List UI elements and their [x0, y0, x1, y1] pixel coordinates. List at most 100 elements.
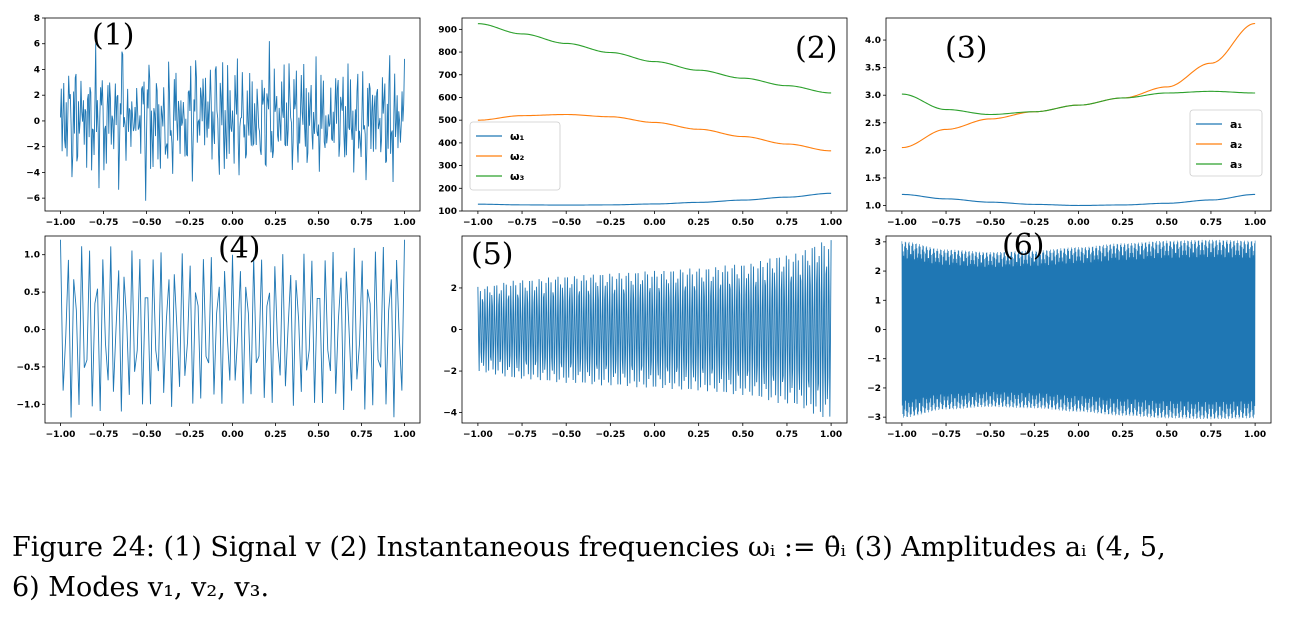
x-tick-label: −0.25	[595, 218, 625, 228]
panel-label: (1)	[92, 18, 135, 53]
panel-label: (4)	[218, 231, 261, 266]
series-line-3	[901, 90, 1256, 116]
x-tick-label: 0.75	[350, 430, 372, 440]
y-tick-label: 3.0	[865, 91, 881, 101]
y-tick-label: 0	[34, 117, 40, 127]
legend-box	[1189, 109, 1263, 177]
y-tick-label: 900	[438, 25, 457, 35]
x-tick-label: −0.25	[175, 430, 205, 440]
panel-label: (6)	[1002, 228, 1045, 263]
x-tick-label: 0.50	[732, 430, 754, 440]
y-tick-label: 2	[34, 91, 40, 101]
x-tick-label: −0.25	[595, 430, 625, 440]
x-tick-label: 0.25	[1112, 430, 1134, 440]
x-tick-label: 1.00	[1244, 218, 1266, 228]
y-tick-label: 400	[438, 139, 457, 149]
y-tick-label: −2	[867, 384, 881, 394]
panel-label: (5)	[471, 237, 514, 272]
x-tick-label: −0.50	[551, 430, 581, 440]
panel-label: (3)	[945, 31, 988, 66]
x-tick-label: 0.00	[221, 218, 243, 228]
x-tick-label: −1.00	[463, 218, 493, 228]
series-line-1	[901, 193, 1256, 207]
y-tick-label: 300	[438, 162, 457, 172]
y-tick-label: 2	[451, 284, 457, 294]
signal-line	[901, 239, 1256, 420]
x-tick-label: 0.25	[264, 218, 286, 228]
x-tick-label: 0.00	[1067, 430, 1089, 440]
y-tick-label: 2.0	[865, 146, 881, 156]
x-tick-label: −1.00	[887, 430, 917, 440]
signal-line	[60, 239, 405, 418]
y-tick-label: 2	[875, 267, 881, 277]
x-tick-label: 1.00	[820, 430, 842, 440]
x-tick-label: −0.50	[975, 218, 1005, 228]
legend-label: a₂	[1230, 138, 1242, 151]
x-tick-label: 1.00	[393, 218, 415, 228]
x-tick-label: 0.75	[776, 430, 798, 440]
panel-label: (2)	[795, 31, 838, 66]
x-tick-label: −0.25	[175, 218, 205, 228]
y-tick-label: 1	[875, 296, 881, 306]
y-tick-label: 4.0	[865, 36, 881, 46]
legend: ω₁ ω₂ ω₃	[469, 121, 561, 191]
y-tick-label: −0.5	[17, 363, 40, 373]
x-tick-label: −0.50	[551, 218, 581, 228]
legend: a₁ a₂ a₃	[1189, 109, 1263, 177]
y-tick-label: 0.0	[24, 326, 40, 336]
x-tick-label: 1.00	[1244, 430, 1266, 440]
plot-area-3	[901, 22, 1256, 207]
x-tick-label: 0.50	[307, 218, 329, 228]
subplot-3: −1.00 −0.75 −0.50 −0.25 0.00 0.25 0.50 0.75 1.00…	[865, 17, 1272, 228]
y-tick-label: 3.5	[865, 64, 881, 74]
x-tick-label: 0.00	[221, 430, 243, 440]
y-tick-label: −2	[26, 143, 40, 153]
plot-area-6	[901, 239, 1256, 420]
x-tick-label: 0.00	[643, 430, 665, 440]
y-tick-label: 6	[34, 40, 40, 50]
x-tick-label: 0.25	[264, 430, 286, 440]
subplot-4: −1.00 −0.75 −0.50 −0.25 0.00 0.25 0.50 0.75 1.00…	[17, 231, 421, 440]
x-tick-label: 0.25	[688, 218, 710, 228]
figure-24: −1.00 −0.75 −0.50 −0.25 0.00 0.25 0.50 0.75 1.00…	[17, 14, 1272, 440]
y-tick-label: 0	[875, 326, 881, 336]
series-line-3	[477, 23, 832, 94]
y-tick-label: −4	[26, 168, 40, 178]
x-tick-label: 0.25	[1112, 218, 1134, 228]
y-tick-label: −4	[443, 409, 457, 419]
x-tick-label: 0.75	[1200, 218, 1222, 228]
y-tick-label: 3	[875, 238, 881, 248]
y-tick-label: 1.5	[865, 174, 881, 184]
subplot-1: −1.00 −0.75 −0.50 −0.25 0.00 0.25 0.50 0.75 1.00…	[26, 14, 421, 228]
y-tick-label: 8	[34, 14, 40, 24]
x-tick-label: 0.25	[688, 430, 710, 440]
x-tick-label: −0.75	[931, 218, 961, 228]
y-tick-label: 1.0	[865, 201, 881, 211]
x-tick-label: 0.50	[307, 430, 329, 440]
legend-label: ω₁	[510, 130, 525, 143]
x-tick-label: 0.50	[1156, 218, 1178, 228]
subplot-6: −1.00 −0.75 −0.50 −0.25 0.00 0.25 0.50 0.75 1.00…	[867, 228, 1272, 440]
x-tick-label: −1.00	[46, 218, 76, 228]
x-tick-label: 0.75	[776, 218, 798, 228]
x-tick-label: −1.00	[46, 430, 76, 440]
y-tick-label: 800	[438, 48, 457, 58]
x-tick-label: 0.50	[1156, 430, 1178, 440]
subplot-2: −1.00 −0.75 −0.50 −0.25 0.00 0.25 0.50 0.75 1.00…	[438, 17, 848, 228]
y-tick-label: −3	[867, 413, 881, 423]
signal-line	[477, 240, 832, 418]
x-tick-label: −0.75	[507, 430, 537, 440]
y-tick-label: −2	[443, 367, 457, 377]
y-tick-label: 100	[438, 207, 457, 217]
x-tick-label: 1.00	[393, 430, 415, 440]
x-tick-label: −0.75	[507, 218, 537, 228]
series-line-1	[477, 192, 832, 206]
series-line-2	[477, 113, 832, 152]
x-tick-label: −0.25	[1019, 430, 1049, 440]
y-tick-label: 500	[438, 116, 457, 126]
y-tick-label: 2.5	[865, 119, 881, 129]
subplot-5: −1.00 −0.75 −0.50 −0.25 0.00 0.25 0.50 0.75 1.00…	[443, 235, 848, 440]
legend-label: ω₂	[510, 150, 525, 163]
x-tick-label: 1.00	[820, 218, 842, 228]
signal-line	[60, 41, 405, 201]
